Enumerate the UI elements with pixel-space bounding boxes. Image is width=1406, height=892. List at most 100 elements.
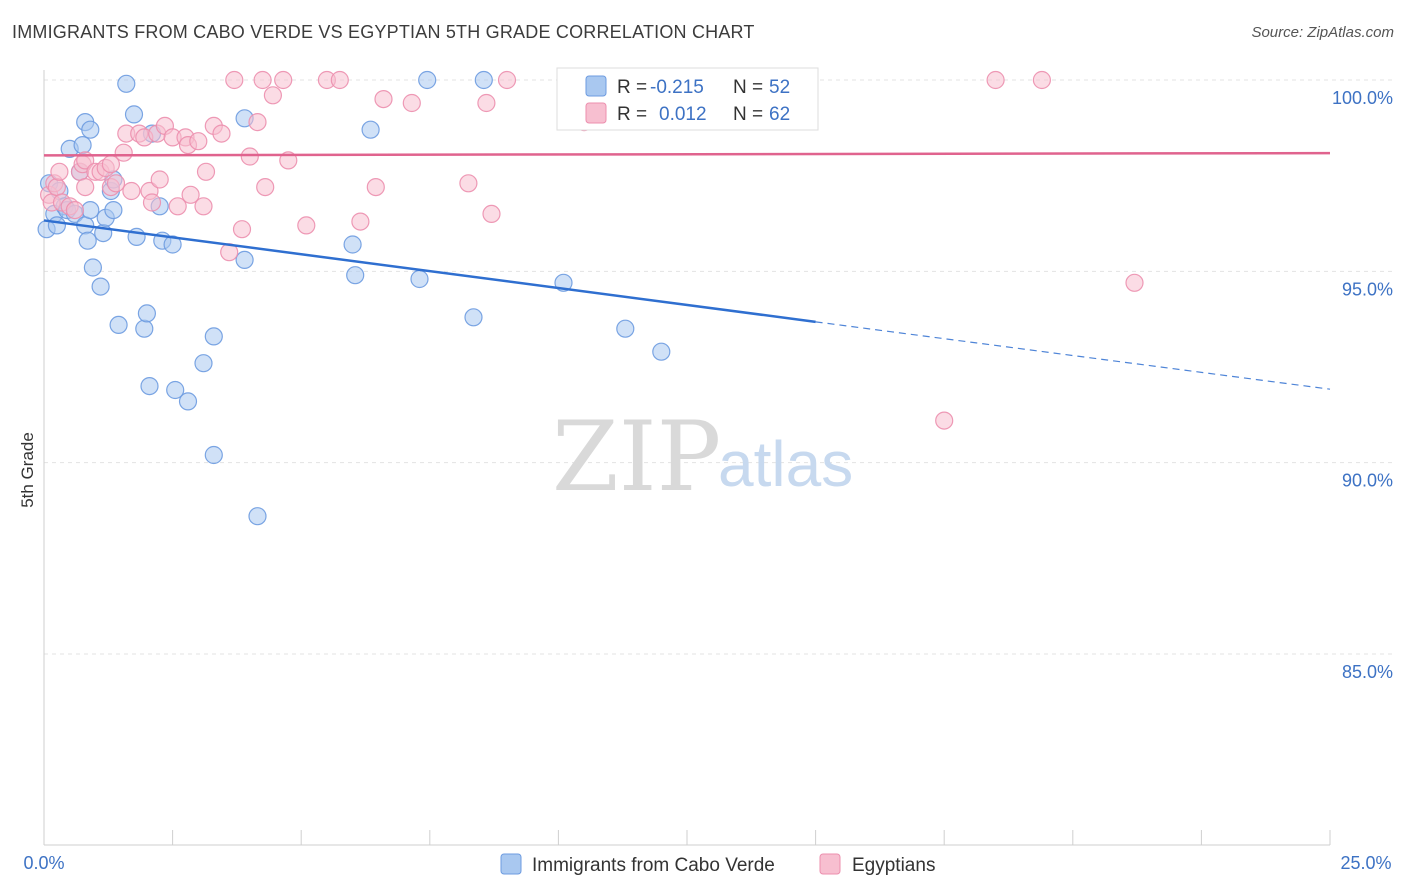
data-point-egyptians xyxy=(122,181,141,201)
data-point-cabo-verde xyxy=(91,277,110,296)
data-point-egyptians xyxy=(366,178,385,197)
data-point-cabo-verde xyxy=(346,266,365,285)
trend-lines xyxy=(43,151,1331,390)
data-point-egyptians xyxy=(402,93,421,113)
data-point-cabo-verde xyxy=(343,235,362,254)
series-legend-swatch-cabo-verde xyxy=(500,853,522,875)
data-point-egyptians xyxy=(253,70,272,90)
trend-line-cabo-verde-extrapolated xyxy=(815,321,1331,390)
chart-title: IMMIGRANTS FROM CABO VERDE VS EGYPTIAN 5… xyxy=(12,22,755,42)
data-point-egyptians xyxy=(477,93,496,113)
series-legend-label-egyptians: Egyptians xyxy=(852,855,935,876)
data-point-cabo-verde xyxy=(81,201,100,220)
data-point-egyptians xyxy=(297,216,316,235)
stats-legend-row-egyptians: R = 0.012 N = 62 xyxy=(585,102,790,125)
data-point-cabo-verde xyxy=(163,235,182,254)
data-point-egyptians xyxy=(65,201,85,220)
data-point-egyptians xyxy=(47,178,67,197)
data-point-egyptians xyxy=(1032,70,1052,90)
data-point-cabo-verde xyxy=(166,380,185,400)
data-point-egyptians xyxy=(330,70,349,90)
data-point-egyptians xyxy=(225,70,244,90)
data-point-cabo-verde xyxy=(361,120,380,139)
data-point-cabo-verde xyxy=(104,201,123,220)
data-point-cabo-verde xyxy=(109,315,128,334)
series-legend-label-cabo-verde: Immigrants from Cabo Verde xyxy=(532,855,775,876)
data-point-egyptians xyxy=(986,70,1005,90)
x-tick-label-min: 0.0% xyxy=(23,853,64,873)
series-legend: Immigrants from Cabo Verde Egyptians xyxy=(500,853,935,876)
data-point-egyptians xyxy=(142,193,162,212)
data-point-cabo-verde xyxy=(78,231,97,250)
n-label: N = xyxy=(733,104,763,125)
data-point-cabo-verde xyxy=(204,327,223,346)
data-point-egyptians xyxy=(256,178,275,197)
data-point-egyptians xyxy=(232,220,252,239)
data-point-egyptians xyxy=(248,112,267,132)
series-legend-item-egyptians: Egyptians xyxy=(819,853,935,876)
watermark: ZIP atlas xyxy=(552,401,853,513)
data-point-egyptians xyxy=(181,185,200,204)
data-point-egyptians xyxy=(482,204,501,223)
data-point-cabo-verde xyxy=(81,120,100,139)
data-point-egyptians xyxy=(196,162,216,181)
data-point-cabo-verde xyxy=(248,507,267,526)
data-points xyxy=(37,70,1144,526)
data-point-cabo-verde xyxy=(194,354,213,373)
data-point-cabo-verde xyxy=(652,342,671,361)
data-point-cabo-verde xyxy=(474,70,493,90)
data-point-cabo-verde xyxy=(137,304,156,323)
y-tick-labels: 100.0% 95.0% 90.0% 85.0% xyxy=(1332,88,1393,682)
data-point-egyptians xyxy=(50,162,69,181)
data-point-egyptians xyxy=(374,89,393,109)
stats-legend-row-cabo-verde: R = -0.215 N = 52 xyxy=(585,75,790,98)
data-point-cabo-verde xyxy=(47,216,67,235)
data-point-cabo-verde xyxy=(135,319,154,338)
data-point-egyptians xyxy=(189,132,208,151)
data-point-egyptians xyxy=(935,411,954,430)
data-point-cabo-verde xyxy=(616,319,635,338)
n-label: N = xyxy=(733,77,763,98)
r-value: 0.012 xyxy=(659,104,707,125)
data-point-egyptians xyxy=(76,178,95,197)
x-tick-label-max: 25.0% xyxy=(1340,853,1391,873)
series-legend-swatch-egyptians xyxy=(819,853,841,875)
trend-line-cabo-verde xyxy=(43,219,816,324)
data-point-cabo-verde xyxy=(83,258,103,277)
data-point-cabo-verde xyxy=(124,105,144,124)
data-point-egyptians xyxy=(497,70,517,90)
data-point-egyptians xyxy=(150,170,169,189)
data-point-cabo-verde xyxy=(464,308,483,327)
grid-lines xyxy=(44,79,1392,655)
r-value: -0.215 xyxy=(650,77,704,98)
data-point-egyptians xyxy=(351,212,370,231)
y-axis-label: 5th Grade xyxy=(18,432,37,508)
r-label: R = xyxy=(617,104,647,125)
data-point-egyptians xyxy=(114,143,133,162)
n-value: 62 xyxy=(769,104,790,125)
data-point-cabo-verde xyxy=(235,250,254,269)
stats-legend-swatch-egyptians xyxy=(585,102,607,124)
data-point-cabo-verde xyxy=(178,392,198,411)
data-point-egyptians xyxy=(212,124,231,143)
n-value: 52 xyxy=(769,77,790,98)
data-point-egyptians xyxy=(240,147,259,166)
y-tick-label: 95.0% xyxy=(1342,279,1393,299)
trend-line-egyptians xyxy=(43,151,1331,157)
watermark-zip: ZIP xyxy=(552,401,721,513)
data-point-cabo-verde xyxy=(117,74,136,93)
chart-source: Source: ZipAtlas.com xyxy=(1251,24,1394,41)
data-point-egyptians xyxy=(106,174,126,193)
y-tick-label: 90.0% xyxy=(1342,471,1393,491)
y-tick-label: 100.0% xyxy=(1332,88,1393,108)
data-point-cabo-verde xyxy=(140,377,159,396)
data-point-cabo-verde xyxy=(410,269,429,289)
r-label: R = xyxy=(617,77,647,98)
series-legend-item-cabo-verde: Immigrants from Cabo Verde xyxy=(500,853,775,876)
data-point-egyptians xyxy=(1125,273,1144,292)
stats-legend-swatch-cabo-verde xyxy=(585,75,607,97)
data-point-cabo-verde xyxy=(73,136,92,155)
stats-legend: R = -0.215 N = 52 R = 0.012 N = 62 xyxy=(556,67,819,131)
data-point-cabo-verde xyxy=(418,70,437,90)
